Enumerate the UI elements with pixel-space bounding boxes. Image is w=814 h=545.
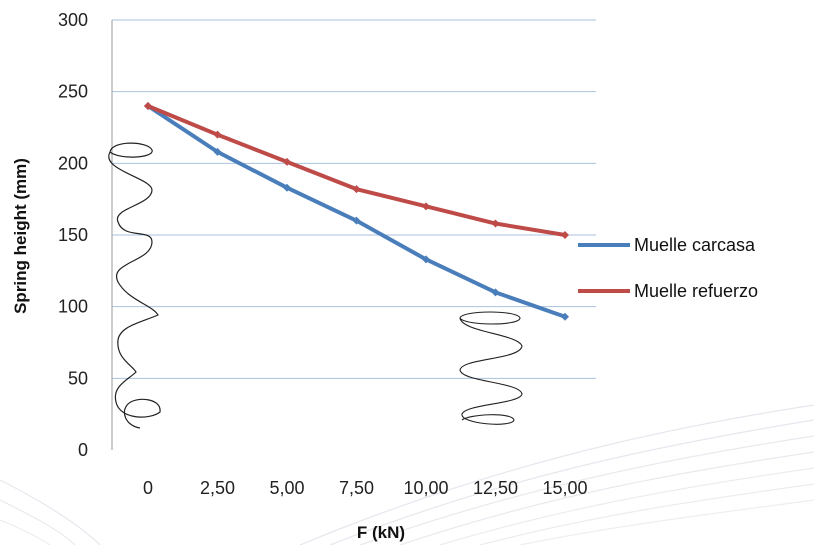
y-tick-label-150: 150 (58, 225, 88, 245)
y-tick-label-100: 100 (58, 297, 88, 317)
x-tick-label-2-50: 2,50 (200, 478, 235, 498)
series-line-muelle-carcasa (146, 104, 566, 319)
y-tick-label-0: 0 (78, 440, 88, 460)
point-muelle-refuerzo-3 (352, 185, 361, 194)
x-tick-label-7-50: 7,50 (339, 478, 374, 498)
x-tick-label-15-00: 15,00 (542, 478, 587, 498)
spring-illustration-large (108, 142, 161, 429)
legend-label-muelle-carcasa: Muelle carcasa (634, 235, 756, 255)
x-tick-label-10-00: 10,00 (403, 478, 448, 498)
y-axis-ticks: 0 50 100 150 200 250 300 (58, 10, 88, 460)
legend-label-muelle-refuerzo: Muelle refuerzo (634, 281, 758, 301)
point-muelle-carcasa-6 (561, 312, 569, 321)
point-muelle-carcasa-4 (422, 255, 430, 264)
x-tick-label-5-00: 5,00 (269, 478, 304, 498)
point-muelle-refuerzo-2 (283, 157, 291, 166)
x-tick-label-12-50: 12,50 (473, 478, 518, 498)
point-muelle-refuerzo-0 (144, 102, 152, 110)
point-muelle-carcasa-2 (283, 183, 291, 192)
legend-item-muelle-refuerzo: Muelle refuerzo (578, 281, 758, 301)
y-tick-label-200: 200 (58, 153, 88, 173)
y-tick-label-300: 300 (58, 10, 88, 30)
series-layer (144, 102, 569, 321)
x-axis-ticks: 0 2,50 5,00 7,50 10,00 12,50 15,00 (143, 478, 588, 498)
y-axis-title: Spring height (mm) (11, 158, 30, 314)
background-swoosh (0, 404, 814, 545)
point-muelle-refuerzo-5 (491, 219, 500, 228)
point-muelle-carcasa-5 (491, 288, 500, 297)
point-muelle-carcasa-3 (352, 216, 361, 225)
legend-item-muelle-carcasa: Muelle carcasa (578, 235, 756, 255)
x-axis-title: F (kN) (357, 523, 405, 542)
y-tick-label-50: 50 (68, 368, 88, 388)
legend: Muelle carcasa Muelle refuerzo (578, 235, 758, 301)
point-muelle-refuerzo-6 (561, 231, 569, 239)
point-muelle-refuerzo-1 (213, 130, 222, 139)
grid-lines (112, 19, 596, 379)
y-tick-label-250: 250 (58, 82, 88, 102)
x-tick-label-0: 0 (143, 478, 153, 498)
spring-illustration-small (459, 311, 523, 425)
point-muelle-refuerzo-4 (422, 202, 430, 211)
series-line-muelle-refuerzo (147, 104, 566, 237)
point-muelle-carcasa-1 (213, 147, 222, 156)
